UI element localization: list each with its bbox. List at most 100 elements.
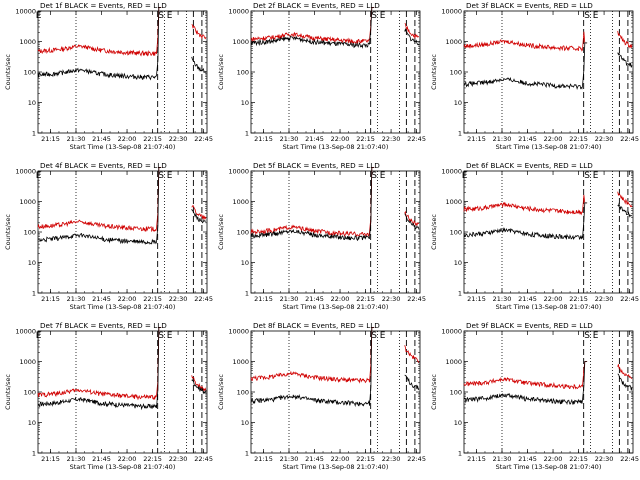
- y-tick-label: 100: [24, 229, 36, 237]
- x-axis-label: Start Time (13-Sep-08 21:07:40): [496, 463, 602, 471]
- lld-series-line-post: [404, 210, 420, 227]
- marker-e: E: [36, 171, 42, 181]
- x-tick-label: 21:45: [518, 455, 537, 463]
- x-tick-label: 22:45: [194, 135, 213, 143]
- detector-panel: Det 3f BLACK = Events, RED = LLD 1 10 100 10…: [426, 0, 639, 160]
- y-tick-label: 10: [28, 99, 36, 107]
- y-tick-label: 100: [237, 389, 249, 397]
- events-series-line: [250, 327, 375, 408]
- x-tick-label: 22:00: [544, 455, 563, 463]
- plot-frame: [250, 10, 421, 134]
- lld-series-line: [37, 167, 162, 233]
- lld-series-line: [37, 7, 162, 57]
- detector-chart: Det 7f BLACK = Events, RED = LLD 1 10 100 10…: [4, 321, 213, 471]
- events-series-line-post: [617, 373, 633, 391]
- y-tick-label: 10: [241, 419, 249, 427]
- y-tick-label: 10: [241, 99, 249, 107]
- x-tick-label: 22:45: [407, 135, 426, 143]
- detector-panel: Det 5f BLACK = Events, RED = LLD 1 10 100 10…: [213, 160, 426, 320]
- y-axis-label: Counts/sec: [430, 214, 438, 250]
- events-series-line-post: [191, 208, 207, 224]
- lld-series-line-post: [404, 23, 419, 39]
- marker-e: E: [380, 171, 386, 181]
- y-tick-label: 1000: [232, 198, 249, 206]
- marker-s: S: [371, 11, 377, 21]
- y-tick-label: 1000: [19, 198, 36, 206]
- lld-series-line: [463, 194, 588, 216]
- detector-chart: Det 5f BLACK = Events, RED = LLD 1 10 100 10…: [217, 161, 426, 311]
- x-tick-label: 21:45: [305, 455, 324, 463]
- detector-panel: Det 7f BLACK = Events, RED = LLD 1 10 100 10…: [0, 320, 213, 480]
- y-tick-label: 100: [237, 69, 249, 77]
- x-tick-label: 21:30: [493, 295, 512, 303]
- y-tick-label: 1: [458, 130, 462, 138]
- chart-title: Det 8f BLACK = Events, RED = LLD: [253, 321, 380, 330]
- y-tick-label: 1000: [19, 38, 36, 46]
- events-series-line: [463, 361, 588, 406]
- y-tick-label: 100: [450, 69, 462, 77]
- detector-chart: Det 8f BLACK = Events, RED = LLD 1 10 100 10…: [217, 321, 426, 471]
- x-axis-label: Start Time (13-Sep-08 21:07:40): [496, 143, 602, 151]
- x-axis-label: Start Time (13-Sep-08 21:07:40): [283, 143, 389, 151]
- marker-e: E: [380, 331, 386, 341]
- marker-s: S: [371, 171, 377, 181]
- detector-panel: Det 1f BLACK = Events, RED = LLD 1 10 100 10…: [0, 0, 213, 160]
- lld-series-line-post: [404, 345, 420, 363]
- events-series-line-post: [617, 202, 633, 218]
- x-tick-label: 22:30: [169, 455, 188, 463]
- marker-e: E: [36, 11, 42, 21]
- y-tick-label: 1000: [232, 358, 249, 366]
- y-tick-label: 1: [32, 130, 36, 138]
- x-tick-label: 21:15: [467, 135, 486, 143]
- y-tick-label: 1: [32, 450, 36, 458]
- chart-title: Det 7f BLACK = Events, RED = LLD: [40, 321, 167, 330]
- detector-panel: Det 9f BLACK = Events, RED = LLD 1 10 100 10…: [426, 320, 639, 480]
- y-tick-label: 10000: [441, 328, 462, 336]
- x-tick-label: 21:45: [518, 295, 537, 303]
- lld-series-line: [463, 361, 588, 390]
- x-tick-label: 22:45: [194, 455, 213, 463]
- y-tick-label: 10000: [15, 328, 36, 336]
- marker-e: E: [167, 331, 173, 341]
- x-tick-label: 22:30: [382, 295, 401, 303]
- y-tick-label: 10000: [15, 168, 36, 176]
- y-axis-label: Counts/sec: [217, 374, 225, 410]
- events-series-line-post: [404, 213, 420, 230]
- marker-s: S: [158, 171, 164, 181]
- x-tick-label: 22:30: [382, 135, 401, 143]
- plot-frame: [463, 10, 634, 134]
- events-series-line: [38, 167, 162, 245]
- chart-title: Det 2f BLACK = Events, RED = LLD: [253, 1, 380, 10]
- marker-e: E: [593, 171, 599, 181]
- lld-series-line: [250, 7, 375, 45]
- marker-s: S: [371, 331, 377, 341]
- y-axis-label: Counts/sec: [430, 374, 438, 410]
- y-tick-label: 10: [28, 259, 36, 267]
- y-tick-label: 1000: [232, 38, 249, 46]
- x-axis-label: Start Time (13-Sep-08 21:07:40): [70, 303, 176, 311]
- events-series-line: [463, 42, 588, 90]
- x-tick-label: 22:30: [169, 135, 188, 143]
- x-tick-label: 22:45: [407, 455, 426, 463]
- x-tick-label: 21:15: [467, 295, 486, 303]
- chart-title: Det 9f BLACK = Events, RED = LLD: [466, 321, 593, 330]
- y-tick-label: 10: [241, 259, 249, 267]
- y-tick-label: 1: [245, 450, 249, 458]
- x-tick-label: 21:15: [254, 135, 273, 143]
- y-axis-label: Counts/sec: [217, 214, 225, 250]
- x-tick-label: 22:45: [620, 455, 639, 463]
- x-tick-label: 22:15: [569, 135, 588, 143]
- events-series-line: [463, 202, 588, 241]
- x-tick-label: 22:15: [356, 135, 375, 143]
- x-tick-label: 22:15: [143, 295, 162, 303]
- x-tick-label: 22:00: [544, 295, 563, 303]
- chart-title: Det 6f BLACK = Events, RED = LLD: [466, 161, 593, 170]
- detector-chart: Det 2f BLACK = Events, RED = LLD 1 10 100 10…: [217, 1, 426, 151]
- x-tick-label: 21:30: [280, 455, 299, 463]
- x-tick-label: 22:45: [620, 135, 639, 143]
- y-tick-label: 1000: [445, 358, 462, 366]
- plot-frame: [463, 330, 634, 454]
- y-tick-label: 1: [32, 290, 36, 298]
- marker-e: E: [167, 171, 173, 181]
- detector-chart: Det 9f BLACK = Events, RED = LLD 1 10 100 10…: [430, 321, 639, 471]
